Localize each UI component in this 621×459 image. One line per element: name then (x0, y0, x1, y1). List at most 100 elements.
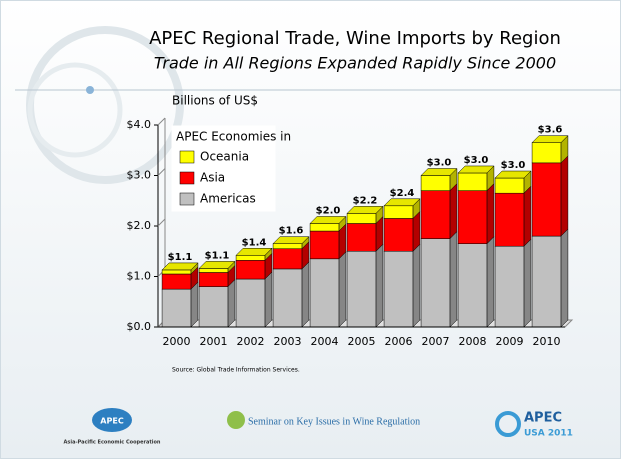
bar-segment (309, 223, 340, 232)
value-label: $2.4 (390, 188, 415, 199)
bar-segment (235, 255, 266, 261)
bar-segment (420, 190, 451, 239)
apec-usa-icon (495, 411, 521, 437)
value-label: $3.0 (464, 155, 489, 166)
bar-segment (198, 268, 229, 273)
bar-segment (531, 235, 562, 328)
bar-top (235, 248, 273, 256)
depth-tick (157, 218, 166, 227)
bar-side (375, 243, 384, 328)
bar-segment (494, 177, 525, 194)
bar-top (272, 236, 310, 244)
value-label: $3.0 (427, 158, 452, 169)
seminar-icon (227, 411, 245, 429)
logo-text: APEC (100, 417, 124, 426)
x-tick-label: 2010 (533, 335, 561, 348)
bar-segment (494, 245, 525, 328)
bar-segment (235, 260, 266, 280)
bar-side (449, 183, 458, 240)
bar-segment (531, 142, 562, 164)
bar-side (264, 271, 273, 328)
x-tick-label: 2001 (200, 335, 228, 348)
logo-apec-left (92, 408, 132, 432)
value-label: $1.4 (242, 237, 267, 248)
seminar-text: Seminar on Key Issues in Wine Regulation (248, 416, 420, 427)
bar-side (227, 278, 236, 328)
bar-segment (198, 286, 229, 328)
value-label: $1.1 (205, 250, 230, 261)
x-tick-label: 2003 (274, 335, 302, 348)
bar-segment (346, 223, 377, 252)
bar-segment (457, 190, 488, 244)
x-tick-label: 2004 (311, 335, 339, 348)
bar-side (338, 251, 347, 328)
bar-segment (420, 175, 451, 191)
bar-top (383, 198, 421, 207)
apec-usa-text: APEC (524, 411, 562, 426)
bar-top (531, 135, 569, 143)
bar-top (420, 168, 458, 176)
legend-label: Oceania (200, 150, 249, 164)
bar-top (161, 262, 199, 271)
bar-segment (161, 273, 192, 290)
legend-label: Americas (200, 192, 256, 206)
y-tick-label: $1.0 (127, 270, 152, 283)
x-tick-label: 2009 (496, 335, 524, 348)
bar-side (523, 238, 532, 328)
value-label: $1.6 (279, 226, 304, 237)
depth-tick (157, 168, 166, 176)
apec-usa-caption: USA 2011 (524, 429, 573, 439)
logo-caption: Asia-Pacific Economic Cooperation (64, 440, 161, 446)
x-tick-label: 2005 (348, 335, 376, 348)
x-tick-label: 2007 (422, 335, 450, 348)
bar-side (560, 155, 569, 237)
y-axis-label: Billions of US$ (172, 94, 258, 108)
bar-segment (272, 268, 303, 328)
legend-swatch (179, 192, 195, 206)
x-tick-label: 2002 (237, 335, 265, 348)
bar-side (486, 236, 495, 328)
y-tick-label: $0.0 (127, 320, 152, 333)
bar-top (198, 261, 236, 269)
bar-top (457, 165, 495, 174)
y-tick-label: $4.0 (127, 118, 152, 131)
chart-title: APEC Regional Trade, Wine Imports by Reg… (149, 28, 561, 49)
y-tick-label: $2.0 (127, 219, 152, 232)
bar-side (523, 185, 532, 247)
value-label: $3.0 (501, 160, 526, 171)
bar-segment (309, 230, 340, 260)
bar-segment (272, 243, 303, 249)
bar-segment (198, 272, 229, 287)
value-label: $1.1 (168, 252, 193, 263)
legend-title: APEC Economies in (176, 130, 291, 144)
legend-swatch (179, 150, 195, 164)
x-tick-label: 2006 (385, 335, 413, 348)
bar-segment (494, 192, 525, 247)
legend-swatch (179, 171, 195, 185)
bar-segment (531, 162, 562, 237)
x-tick-label: 2000 (163, 335, 191, 348)
bar-side (412, 243, 421, 328)
deco-circle (27, 62, 123, 158)
bar-segment (235, 278, 266, 328)
value-label: $3.6 (538, 125, 563, 136)
legend-label: Asia (200, 171, 225, 185)
bar-segment (161, 269, 192, 275)
bar-side (486, 183, 495, 245)
bar-segment (383, 205, 414, 219)
source: Source: Global Trade Information Service… (172, 367, 300, 374)
bar-segment (272, 248, 303, 270)
bar-segment (346, 251, 377, 328)
bar-segment (309, 258, 340, 328)
bar-segment (457, 172, 488, 191)
bar-segment (420, 238, 451, 328)
bar-side (560, 228, 569, 328)
bar-segment (346, 213, 377, 224)
depth-tick (157, 117, 166, 126)
bar-side (449, 231, 458, 328)
bar-segment (161, 288, 192, 328)
bar-segment (457, 243, 488, 328)
y-tick-label: $3.0 (127, 169, 152, 182)
